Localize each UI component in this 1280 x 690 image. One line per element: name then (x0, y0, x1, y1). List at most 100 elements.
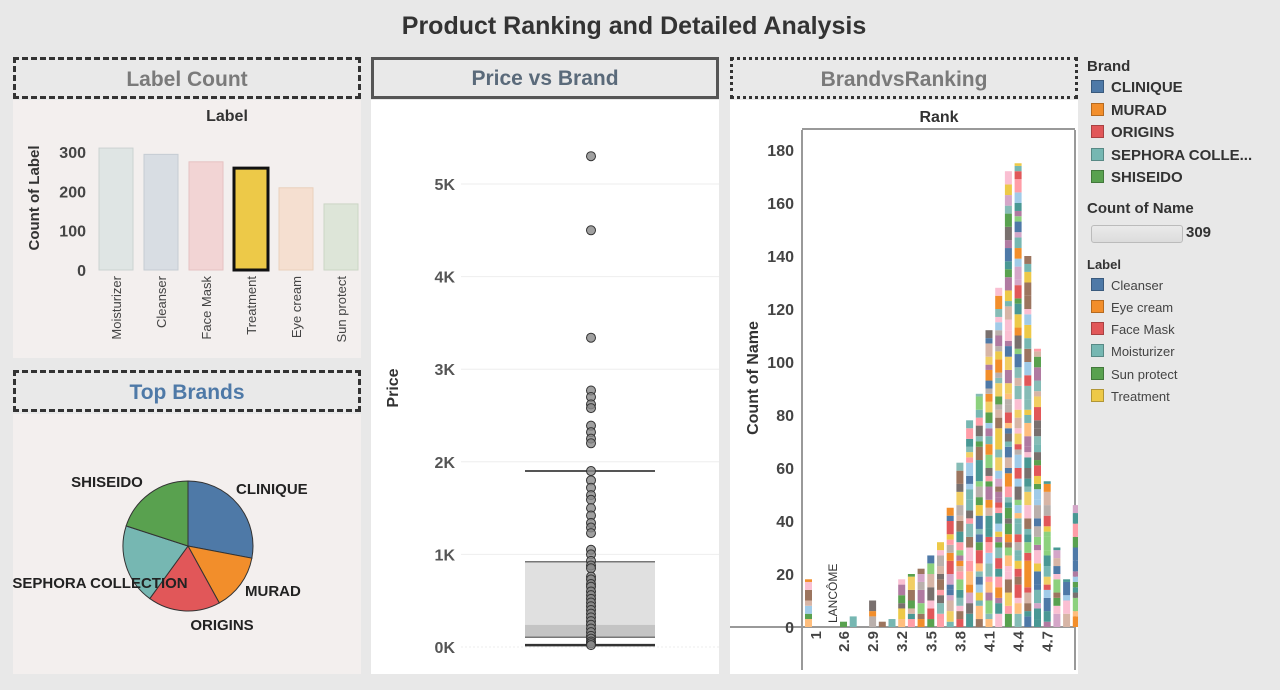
rank-segment (956, 505, 964, 516)
price-header[interactable]: Price vs Brand (371, 57, 719, 99)
pie-slice-sephora-collection[interactable] (122, 525, 189, 600)
rank-stack-3.1[interactable] (888, 619, 896, 627)
rank-segment (995, 536, 1003, 543)
rank-segment (937, 613, 944, 620)
label-legend-item[interactable]: Moisturizer (1091, 344, 1267, 366)
rank-stack-3.8[interactable] (956, 462, 964, 627)
label-legend-item[interactable]: Sun protect (1091, 366, 1267, 389)
rank-segment (995, 372, 1003, 378)
price-ytick: 3K (435, 362, 456, 379)
rank-segment (975, 497, 983, 506)
rank-stack-3.4[interactable] (917, 568, 925, 627)
price-point[interactable] (586, 563, 596, 574)
rank-segment (1072, 536, 1078, 548)
price-point[interactable] (586, 494, 596, 505)
top-brands-header[interactable]: Top Brands (13, 370, 361, 412)
price-point[interactable] (586, 528, 596, 539)
rank-segment (995, 497, 1003, 503)
rank-stack-3.6[interactable] (937, 542, 944, 627)
rank-stack-4[interactable] (975, 393, 983, 627)
rank-stack-4.4[interactable] (1014, 163, 1022, 627)
rank-stack-3.2[interactable] (898, 579, 906, 627)
rank-stack-5[interactable] (1072, 505, 1078, 627)
rank-segment (1072, 616, 1078, 627)
rank-segment (956, 566, 964, 572)
rank-stack-2.6[interactable] (840, 621, 847, 627)
label-count-chart[interactable]: Label Count of Label 300 200 100 0 Moisturizer… (13, 100, 361, 358)
ranking-header[interactable]: BrandvsRanking (730, 57, 1078, 99)
top-brands-pie[interactable]: CLINIQUE MURAD ORIGINS SEPHORA COLLECTION SH… (0, 414, 370, 676)
rank-segment (1014, 192, 1022, 203)
rank-stack-4.8[interactable] (1053, 547, 1061, 628)
rank-segment (1053, 597, 1061, 606)
brand-legend-item[interactable]: SHISEIDO (1091, 169, 1267, 192)
rank-segment (1043, 621, 1051, 627)
label-count-header[interactable]: Label Count (13, 57, 361, 99)
price-point[interactable] (586, 151, 596, 162)
label-legend-item[interactable]: Treatment (1091, 388, 1267, 411)
brand-legend-item[interactable]: CLINIQUE (1091, 79, 1267, 102)
rank-stack-4.1[interactable] (985, 330, 993, 627)
brand-legend-item[interactable]: ORIGINS (1091, 124, 1267, 147)
rank-segment (1034, 367, 1041, 381)
rank-segment (975, 396, 983, 410)
rank-segment (1034, 505, 1041, 519)
label-legend-item[interactable]: Cleanser (1091, 277, 1267, 300)
bar-eye-cream[interactable] (278, 187, 314, 271)
rank-stack-4.7[interactable] (1043, 481, 1051, 627)
price-point[interactable] (586, 225, 596, 236)
pie-slice-clinique[interactable] (187, 480, 254, 559)
pie-slice-shiseido[interactable] (125, 480, 189, 547)
rank-segment (985, 581, 993, 593)
rank-segment (995, 613, 1003, 627)
rank-stack-3[interactable] (878, 621, 886, 627)
price-boxplot[interactable]: Price 5K 4K 3K 2K 1K 0K (371, 100, 719, 674)
rank-stack-3.7[interactable] (946, 507, 954, 627)
bar-cleanser[interactable] (143, 153, 179, 271)
brand-legend-item[interactable]: SEPHORA COLLE... (1091, 147, 1267, 170)
rank-segment (975, 576, 983, 585)
rank-segment (1034, 483, 1041, 490)
rank-stack-3.5[interactable] (927, 555, 935, 627)
count-legend[interactable]: 309 (1087, 221, 1267, 247)
ranking-stacked-chart[interactable]: Rank Count of Name 180 160 140 120 100 80 60 40 20… (730, 100, 1078, 674)
bar-sun-protect[interactable] (323, 203, 359, 271)
price-point[interactable] (586, 332, 596, 343)
bar-face-mask[interactable] (188, 161, 224, 271)
count-slider[interactable] (1091, 224, 1183, 243)
rank-stack-3.9[interactable] (966, 420, 974, 627)
rank-stack-2.9[interactable] (869, 600, 877, 628)
rank-segment (917, 613, 925, 620)
rank-segment (917, 574, 925, 582)
price-point[interactable] (586, 403, 596, 414)
label-legend-item[interactable]: Face Mask (1091, 322, 1267, 344)
pie-slice-origins[interactable] (149, 545, 220, 612)
rank-stack-2.7[interactable] (849, 616, 857, 627)
rank-segment (1004, 468, 1012, 474)
brand-legend-item[interactable]: MURAD (1091, 102, 1267, 125)
price-point[interactable] (586, 438, 596, 449)
bar-xtick: Cleanser (154, 275, 169, 328)
label-legend-item[interactable]: Eye cream (1091, 299, 1267, 322)
rank-stack-4.3[interactable] (1004, 171, 1012, 627)
rank-segment (1043, 536, 1051, 551)
price-point[interactable] (586, 466, 596, 477)
rank-stack-4.6[interactable] (1034, 348, 1041, 627)
rank-stack-3.3[interactable] (907, 574, 915, 627)
rank-segment (898, 579, 906, 585)
pie-slice-murad[interactable] (187, 545, 253, 604)
rank-segment (995, 502, 1003, 508)
rank-stack-4.2[interactable] (995, 287, 1003, 627)
rank-segment (917, 589, 925, 604)
rank-segment (1004, 269, 1012, 278)
rank-segment (1004, 446, 1012, 458)
rank-segment (1034, 380, 1041, 392)
bar-moisturizer[interactable] (98, 147, 134, 271)
rank-segment (1004, 542, 1012, 548)
rank-stack-4.5[interactable] (1024, 256, 1032, 627)
bar-treatment[interactable] (232, 166, 270, 272)
rank-segment (1024, 282, 1032, 296)
rank-stack-4.9[interactable] (1063, 579, 1071, 627)
price-point[interactable] (586, 640, 596, 651)
rank-stack-1[interactable] (805, 579, 812, 627)
